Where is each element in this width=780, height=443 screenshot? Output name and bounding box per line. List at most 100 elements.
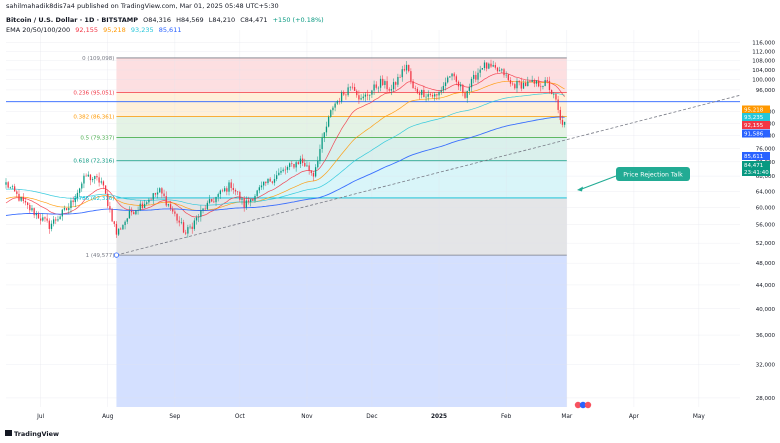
tradingview-brand: TradingView — [14, 430, 59, 438]
ema200-value: 85,611 — [158, 26, 182, 34]
candle-body — [70, 200, 72, 209]
annotation[interactable]: Price Rejection Talk — [577, 167, 690, 192]
candle-body — [434, 94, 436, 97]
candle-body — [44, 217, 46, 219]
candle-body — [503, 69, 505, 76]
fib-zone — [116, 57, 567, 93]
price-tick-label: 36,000 — [756, 333, 776, 339]
candle-body — [206, 202, 209, 210]
candle-body — [265, 181, 267, 184]
candle-body — [414, 88, 416, 89]
candle-body — [308, 165, 310, 171]
candle-body — [431, 95, 434, 97]
fib-zone — [116, 160, 567, 198]
candle-body — [195, 217, 198, 221]
time-tick-label: Mar — [561, 414, 573, 420]
candle-body — [94, 176, 96, 180]
candle-body — [388, 89, 390, 91]
candle-body — [299, 158, 302, 164]
candle-body — [496, 67, 499, 72]
candle-body — [507, 74, 509, 81]
candle-body — [98, 177, 100, 183]
candle-body — [117, 228, 120, 235]
candle-body — [204, 208, 206, 210]
candle-body — [78, 188, 81, 193]
candle-body — [369, 94, 371, 96]
candle-body — [481, 68, 483, 70]
candle-body — [306, 165, 308, 167]
candle-body — [557, 99, 559, 110]
candle-body — [470, 78, 473, 88]
symbol-title[interactable]: Bitcoin / U.S. Dollar · 1D · BITSTAMP — [6, 16, 139, 24]
candle-body — [122, 225, 124, 230]
ohlc-low: L84,210 — [208, 16, 236, 24]
candle-body — [332, 107, 334, 111]
candle-body — [275, 175, 278, 180]
candle-body — [451, 73, 453, 77]
candle-body — [5, 182, 7, 185]
candle-body — [475, 74, 477, 80]
candle-body — [228, 182, 230, 192]
candle-body — [202, 208, 204, 211]
candle-body — [124, 221, 126, 226]
candle-body — [163, 193, 165, 197]
ema-legend[interactable]: EMA 20/50/100/200 92,155 95,218 93,235 8… — [6, 26, 184, 34]
candle-body — [130, 210, 133, 213]
candle-body — [243, 198, 245, 208]
price-tag — [742, 161, 770, 169]
candle-body — [535, 80, 538, 84]
price-tag — [742, 168, 770, 176]
time-tick-label: Oct — [235, 414, 246, 420]
candle-body — [291, 163, 293, 164]
candle-body — [267, 178, 269, 184]
candle-body — [473, 74, 475, 79]
price-axis[interactable]: 116,000 112,000 108,000 104,000 100,000 96,00… — [740, 0, 780, 443]
candle-body — [382, 78, 384, 86]
candle-body — [152, 193, 154, 200]
candle-body — [438, 92, 440, 96]
candle-body — [282, 169, 284, 171]
candle-body — [492, 65, 494, 67]
candle-body — [297, 162, 299, 164]
fib-lines — [6, 57, 740, 256]
candle-body — [211, 199, 213, 202]
candle-body — [559, 109, 561, 121]
candle-body — [161, 188, 163, 194]
candle-body — [449, 76, 451, 78]
candle-body — [505, 74, 507, 76]
time-axis[interactable]: Jul Aug Sep Oct Nov Dec 2025 Feb Mar Apr May — [36, 401, 705, 420]
candle-body — [126, 218, 128, 222]
ohlc-open: O84,316 — [143, 16, 171, 24]
candle-body — [325, 126, 328, 133]
price-change: +150 (+0.18%) — [272, 16, 324, 24]
candle-body — [295, 162, 297, 168]
candle-body — [512, 83, 514, 85]
candle-body — [377, 87, 380, 89]
candle-body — [351, 86, 354, 88]
candle-body — [213, 201, 215, 203]
candle-body — [312, 172, 315, 177]
candle-body — [286, 166, 289, 170]
candle-body — [187, 227, 189, 234]
candle-body — [18, 193, 20, 201]
candle-body — [180, 222, 183, 223]
fib-level-label: 0.5 (79,337) — [80, 136, 114, 142]
candle-body — [135, 210, 137, 215]
candle-body — [109, 206, 111, 210]
candle-body — [483, 62, 486, 69]
candle-body — [319, 149, 321, 161]
candle-body — [375, 84, 377, 88]
candle-body — [269, 178, 271, 182]
candle-body — [310, 170, 312, 173]
ema-label: EMA 20/50/100/200 — [6, 26, 71, 34]
candle-body — [395, 82, 397, 85]
candle-body — [42, 217, 44, 221]
candle-body — [146, 202, 148, 204]
candle-body — [546, 80, 548, 81]
time-tick-label: Jul — [36, 414, 44, 420]
candle-body — [501, 69, 503, 71]
candle-body — [46, 218, 48, 221]
candle-body — [358, 95, 360, 100]
candle-body — [423, 89, 425, 98]
